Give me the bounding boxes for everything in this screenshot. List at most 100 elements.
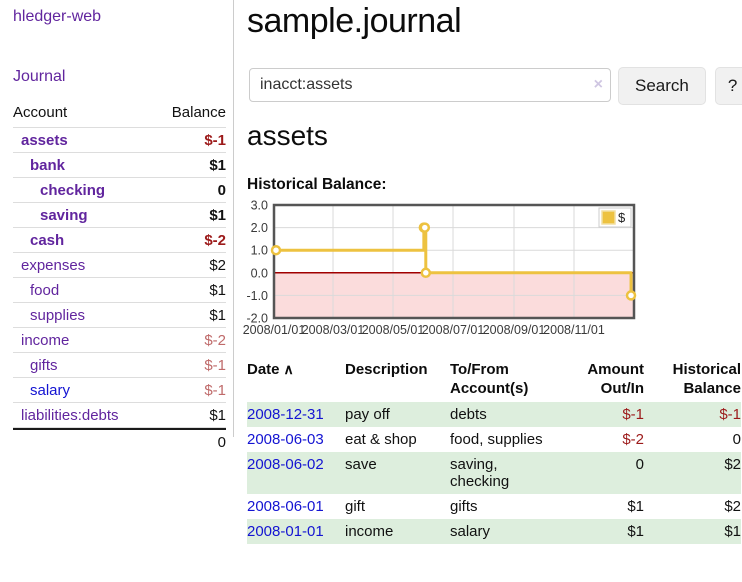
svg-text:2008/07/01: 2008/07/01 xyxy=(422,323,485,337)
transaction-amount: $1 xyxy=(627,498,644,515)
transaction-date-link[interactable]: 2008-01-01 xyxy=(247,523,324,540)
account-balance: $-1 xyxy=(204,357,226,374)
transaction-date-link[interactable]: 2008-06-02 xyxy=(247,456,324,473)
register-row: 2008-12-31 pay off debts $-1 $-1 xyxy=(247,402,741,427)
register-header-amount: Amount Out/In xyxy=(587,361,644,397)
account-balance: $1 xyxy=(209,307,226,324)
transaction-date-link[interactable]: 2008-12-31 xyxy=(247,406,324,423)
account-link-cash[interactable]: cash xyxy=(30,232,65,249)
account-row-cash: cash $-2 xyxy=(13,228,226,253)
transaction-description: gift xyxy=(345,498,366,515)
clear-search-icon[interactable]: × xyxy=(593,76,603,93)
transaction-amount: $-1 xyxy=(560,402,644,427)
account-balance: $-1 xyxy=(204,132,226,149)
accounts-total-value: 0 xyxy=(217,434,226,451)
account-balance: $1 xyxy=(209,282,226,299)
svg-text:2008/09/01: 2008/09/01 xyxy=(483,323,546,337)
svg-text:2008/01/01: 2008/01/01 xyxy=(243,323,306,337)
transaction-amount: 0 xyxy=(560,452,644,494)
chart-label: Historical Balance: xyxy=(247,176,387,193)
account-row-checking: checking 0 xyxy=(13,178,226,203)
account-row-expenses: expenses $2 xyxy=(13,253,226,278)
account-link-bank[interactable]: bank xyxy=(30,157,66,174)
account-balance: $1 xyxy=(209,207,226,224)
register-row: 2008-06-03 eat & shop food, supplies $-2… xyxy=(247,427,741,452)
register-row: 2008-01-01 income salary $1 $1 xyxy=(247,519,741,544)
svg-text:2008/03/01: 2008/03/01 xyxy=(302,323,365,337)
accounts-table-header: Account Balance xyxy=(13,100,226,128)
transaction-date-link[interactable]: 2008-06-03 xyxy=(247,431,324,448)
sidebar-item-journal[interactable]: Journal xyxy=(13,68,66,85)
transaction-amount: $1 xyxy=(560,519,644,544)
sort-ascending-icon: ∧ xyxy=(283,361,294,377)
transaction-date-link[interactable]: 2008-06-01 xyxy=(247,498,324,515)
register-row: 2008-06-02 save saving, checking 0 $2 xyxy=(247,452,741,494)
register-header-accounts: To/From Account(s) xyxy=(450,361,529,397)
transaction-description: income xyxy=(345,519,450,544)
register-row: 2008-06-01 gift gifts $1 $2 xyxy=(247,494,741,519)
account-balance: $1 xyxy=(209,157,226,174)
svg-text:1.0: 1.0 xyxy=(251,244,268,258)
account-row-assets: assets $-1 xyxy=(13,128,226,153)
account-row-income: income $-2 xyxy=(13,328,226,353)
transaction-accounts: debts xyxy=(450,402,560,427)
transaction-accounts: gifts xyxy=(450,498,478,515)
register-header-date[interactable]: Date ∧ xyxy=(247,361,294,378)
svg-text:2008/11/01: 2008/11/01 xyxy=(543,323,605,337)
help-button[interactable]: ? xyxy=(714,67,742,105)
account-balance: $2 xyxy=(209,257,226,274)
transaction-accounts: food, supplies xyxy=(450,431,543,448)
search-bar: × Search ? xyxy=(249,67,742,105)
svg-text:-1.0: -1.0 xyxy=(246,289,268,303)
account-link-food[interactable]: food xyxy=(30,282,60,299)
account-link-liabilities-debts[interactable]: liabilities:debts xyxy=(21,407,119,424)
account-link-salary[interactable]: salary xyxy=(30,382,71,399)
transaction-balance: $2 xyxy=(724,498,741,515)
account-link-expenses[interactable]: expenses xyxy=(21,257,86,274)
search-button[interactable]: Search xyxy=(618,67,706,105)
account-link-income[interactable]: income xyxy=(21,332,70,349)
svg-text:0.0: 0.0 xyxy=(251,266,268,280)
account-balance: $-2 xyxy=(204,332,226,349)
accounts-header-balance: Balance xyxy=(171,104,226,121)
account-row-saving: saving $1 xyxy=(13,203,226,228)
balance-chart: 3.0 2.0 1.0 0.0 -1.0 -2.0 2008/01/01 2008/03/01… xyxy=(243,199,644,342)
transaction-description: pay off xyxy=(345,402,450,427)
register-header-description: Description xyxy=(345,361,428,378)
transaction-accounts: salary xyxy=(450,519,560,544)
transaction-description: eat & shop xyxy=(345,431,417,448)
search-input[interactable] xyxy=(249,68,611,102)
account-row-supplies: supplies $1 xyxy=(13,303,226,328)
transaction-amount: $-2 xyxy=(622,431,644,448)
register-header-balance: Historical Balance xyxy=(672,361,741,397)
account-link-gifts[interactable]: gifts xyxy=(30,357,58,374)
account-balance: $1 xyxy=(209,407,226,424)
account-balance: $-1 xyxy=(204,382,226,399)
transaction-description: save xyxy=(345,452,450,494)
app-brand-link[interactable]: hledger-web xyxy=(13,8,102,25)
svg-text:2.0: 2.0 xyxy=(251,221,268,235)
account-row-gifts: gifts $-1 xyxy=(13,353,226,378)
transaction-balance: $1 xyxy=(644,519,741,544)
account-link-saving[interactable]: saving xyxy=(40,207,88,224)
transaction-balance: $-1 xyxy=(644,402,741,427)
account-link-supplies[interactable]: supplies xyxy=(30,307,86,324)
account-row-bank: bank $1 xyxy=(13,153,226,178)
accounts-total-row: 0 xyxy=(13,428,226,455)
sidebar-divider xyxy=(233,0,234,437)
transaction-accounts: saving, checking xyxy=(450,452,560,494)
account-row-liabilities-debts: liabilities:debts $1 xyxy=(13,403,226,428)
account-row-food: food $1 xyxy=(13,278,226,303)
page-title: sample.journal xyxy=(247,2,462,40)
accounts-header-account: Account xyxy=(13,104,68,121)
register-header-row: Date ∧ Description To/From Account(s) Amo… xyxy=(247,358,741,402)
account-link-assets[interactable]: assets xyxy=(21,132,68,149)
svg-text:-2.0: -2.0 xyxy=(246,312,268,326)
svg-text:3.0: 3.0 xyxy=(251,199,268,213)
accounts-table: Account Balance assets $-1 bank $1 check… xyxy=(13,100,226,455)
svg-text:2008/05/01: 2008/05/01 xyxy=(362,323,425,337)
account-balance: 0 xyxy=(217,182,226,199)
account-link-checking[interactable]: checking xyxy=(40,182,106,199)
account-balance: $-2 xyxy=(204,232,226,249)
register-table: Date ∧ Description To/From Account(s) Amo… xyxy=(247,358,741,544)
